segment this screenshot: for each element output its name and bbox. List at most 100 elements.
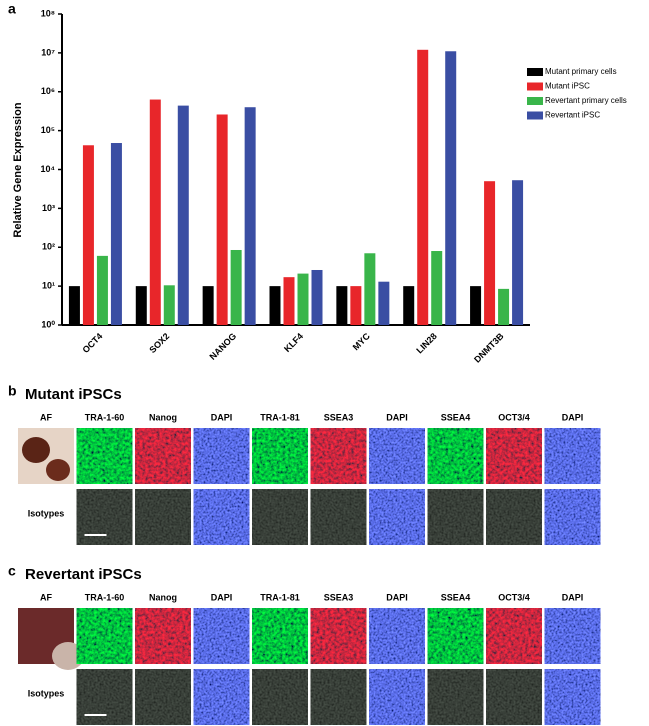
bar — [135, 286, 147, 325]
y-axis-title: Relative Gene Expression — [12, 102, 24, 237]
bar — [431, 251, 443, 325]
image-B — [544, 669, 601, 725]
image-D — [427, 489, 484, 545]
column-label: SSEA3 — [324, 412, 354, 422]
image-B — [193, 489, 250, 545]
bar — [149, 99, 161, 326]
bar — [216, 114, 228, 325]
legend-label: Mutant primary cells — [545, 67, 617, 76]
image-D — [486, 669, 542, 725]
bar — [82, 145, 94, 325]
y-tick-label: 10³ — [42, 203, 55, 213]
image-B — [193, 428, 250, 484]
panel-label: b — [8, 383, 17, 399]
image-B — [369, 489, 425, 545]
image-G — [427, 608, 484, 664]
x-tick-label: NANOG — [207, 331, 238, 362]
column-label: TRA-1-81 — [260, 592, 300, 602]
panel-label: a — [8, 1, 16, 17]
bar — [498, 288, 510, 325]
bar — [378, 281, 390, 325]
panel-title: Mutant iPSCs — [25, 386, 122, 403]
image-R — [135, 428, 191, 484]
bar — [110, 143, 122, 325]
row-label: Isotypes — [28, 508, 65, 518]
column-label: DAPI — [562, 412, 584, 422]
bar — [417, 49, 429, 326]
bar — [350, 286, 362, 325]
image-G — [252, 608, 308, 664]
bar — [364, 253, 376, 325]
column-label: DAPI — [386, 412, 408, 422]
y-tick-label: 10⁷ — [41, 47, 55, 57]
bar — [470, 286, 482, 325]
image-R — [135, 608, 191, 664]
panel-label: c — [8, 563, 16, 579]
column-label: DAPI — [211, 412, 233, 422]
image-panels: b Mutant iPSCs AF Isotypes TRA-1-60 Nanog DAPI… — [8, 383, 601, 725]
image-G — [76, 608, 133, 664]
legend-swatch — [527, 68, 543, 76]
image-D — [310, 669, 367, 725]
image-D — [135, 669, 191, 725]
x-tick-label: DNMT3B — [472, 331, 506, 365]
image-B — [544, 428, 601, 484]
column-label: Nanog — [149, 592, 177, 602]
image-D — [427, 669, 484, 725]
image-D — [76, 489, 133, 545]
column-label: SSEA3 — [324, 592, 354, 602]
image-D — [310, 489, 367, 545]
column-label: TRA-1-60 — [85, 412, 125, 422]
column-label: OCT3/4 — [498, 592, 530, 602]
column-label: AF — [40, 412, 52, 422]
image-B — [369, 608, 425, 664]
column-label: DAPI — [386, 592, 408, 602]
image-R — [310, 428, 367, 484]
image-D — [252, 669, 308, 725]
bar — [512, 180, 524, 325]
image-B — [193, 608, 250, 664]
bar — [177, 105, 189, 325]
bar-chart: a Relative Gene Expression 10⁰ 10¹ 10² 10³ 1… — [8, 1, 627, 365]
legend-swatch — [527, 97, 543, 105]
colony — [22, 437, 50, 463]
bar — [403, 286, 415, 325]
y-tick-label: 10⁴ — [41, 164, 55, 174]
y-tick-label: 10⁶ — [41, 86, 55, 96]
bar — [311, 269, 323, 325]
y-tick-label: 10⁰ — [41, 319, 55, 329]
image-R — [486, 428, 542, 484]
bar — [297, 273, 309, 325]
bar — [230, 249, 242, 325]
column-label: AF — [40, 592, 52, 602]
y-tick-label: 10⁸ — [41, 8, 55, 18]
image-G — [76, 428, 133, 484]
panel-title: Revertant iPSCs — [25, 566, 142, 583]
legend-label: Mutant iPSC — [545, 82, 590, 91]
x-tick-label: MYC — [351, 331, 373, 353]
bar — [68, 286, 80, 325]
image-D — [135, 489, 191, 545]
image-D — [486, 489, 542, 545]
bar — [445, 51, 457, 325]
image-B — [369, 428, 425, 484]
image-B — [544, 489, 601, 545]
bar — [336, 286, 348, 325]
x-tick-label: LIN28 — [414, 331, 438, 355]
y-tick-label: 10² — [42, 242, 55, 252]
image-D — [76, 669, 133, 725]
x-tick-label: SOX2 — [147, 331, 171, 355]
x-tick-label: OCT4 — [80, 331, 104, 355]
bar — [269, 286, 281, 325]
image-B — [193, 669, 250, 725]
image-R — [310, 608, 367, 664]
y-tick-label: 10⁵ — [41, 125, 55, 135]
column-label: SSEA4 — [441, 592, 471, 602]
image-G — [427, 428, 484, 484]
column-label: SSEA4 — [441, 412, 471, 422]
image-G — [252, 428, 308, 484]
bar — [484, 181, 496, 325]
legend-label: Revertant iPSC — [545, 111, 600, 120]
